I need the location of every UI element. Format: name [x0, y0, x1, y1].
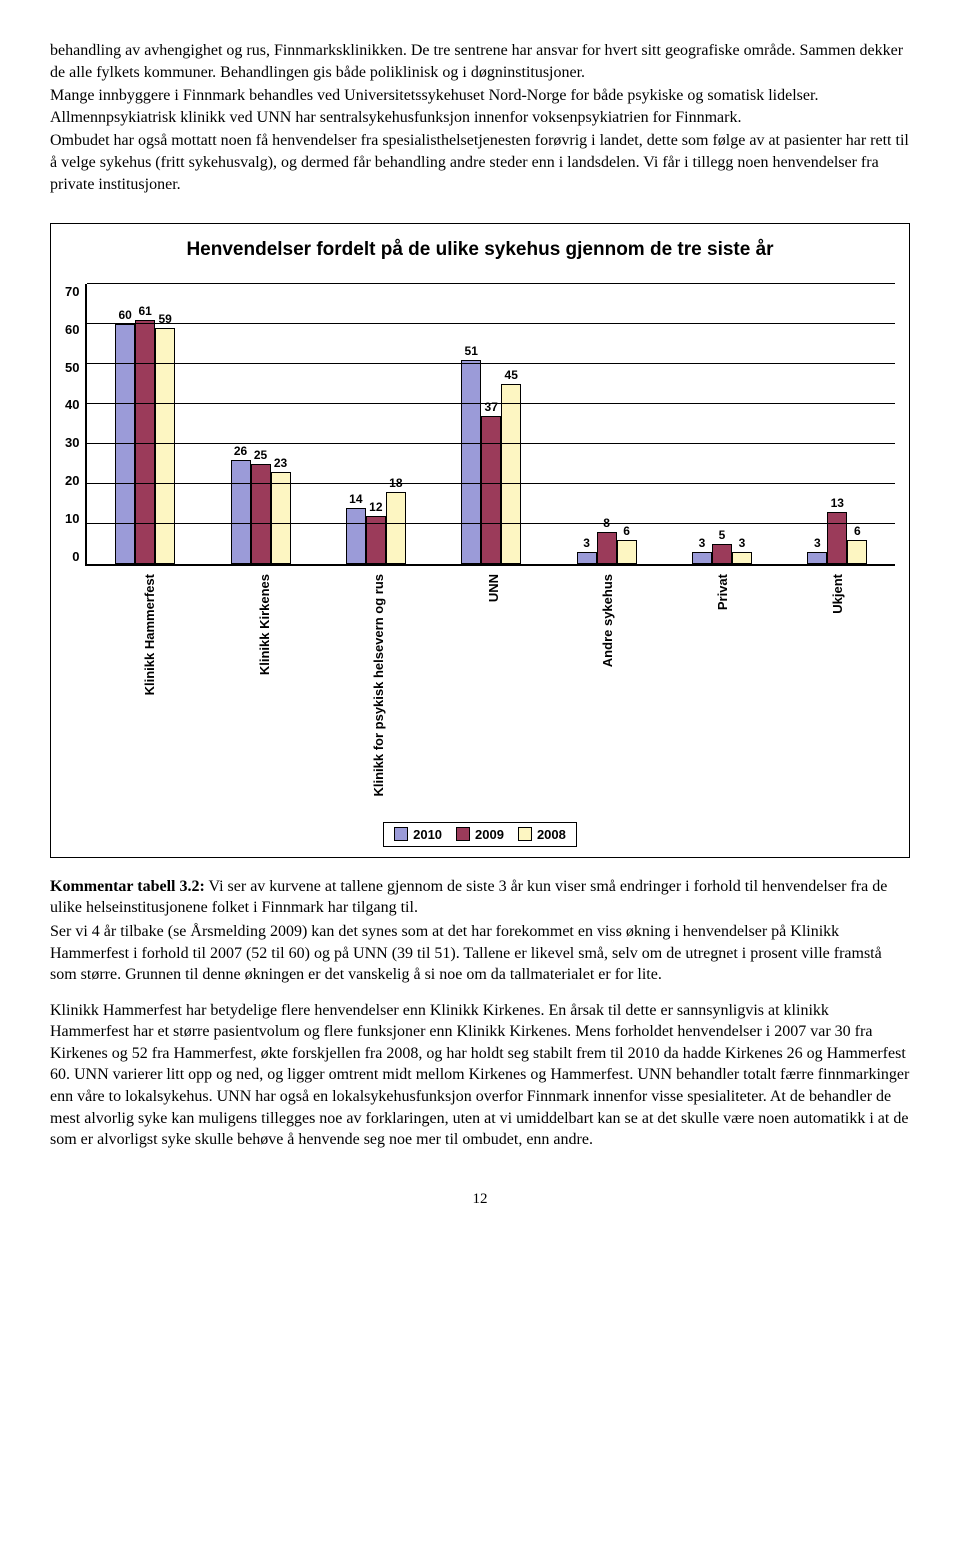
bar-value-label: 60 [118, 308, 131, 322]
gridline [87, 403, 895, 404]
gridline [87, 323, 895, 324]
paragraph-6: Klinikk Hammerfest har betydelige flere … [50, 1000, 910, 1151]
bar: 61 [135, 320, 155, 564]
bar: 25 [251, 464, 271, 564]
y-tick-label: 20 [65, 473, 79, 488]
bar-value-label: 13 [831, 496, 844, 510]
chart-plot-area: 6061592625231412185137453863533136 [85, 284, 895, 566]
gridline [87, 483, 895, 484]
paragraph-5: Ser vi 4 år tilbake (se Årsmelding 2009)… [50, 921, 910, 986]
gridline [87, 443, 895, 444]
bar: 37 [481, 416, 501, 564]
legend-item: 2008 [518, 827, 566, 842]
legend-item: 2009 [456, 827, 504, 842]
chart-legend-row: 2010 2009 2008 [65, 822, 895, 847]
chart-legend: 2010 2009 2008 [383, 822, 577, 847]
chart-body: 706050403020100 606159262523141218513745… [65, 284, 895, 566]
bar-group: 3136 [780, 284, 895, 564]
bar-group: 353 [664, 284, 779, 564]
bar-value-label: 45 [505, 368, 518, 382]
bar: 45 [501, 384, 521, 564]
bar-group: 141218 [318, 284, 433, 564]
bar-value-label: 61 [138, 304, 151, 318]
bar: 3 [577, 552, 597, 564]
bar: 26 [231, 460, 251, 564]
bar-value-label: 14 [349, 492, 362, 506]
bar-value-label: 3 [814, 536, 821, 550]
gridline [87, 363, 895, 364]
comment-label: Kommentar tabell 3.2: [50, 878, 205, 895]
y-tick-label: 50 [65, 360, 79, 375]
bar: 3 [692, 552, 712, 564]
bar: 18 [386, 492, 406, 564]
y-tick-label: 60 [65, 322, 79, 337]
bar-value-label: 3 [583, 536, 590, 550]
x-tick-label: Klinikk for psykisk helsevern og rus [322, 566, 437, 802]
bar-value-label: 6 [623, 524, 630, 538]
bar-group: 606159 [87, 284, 202, 564]
bar: 3 [732, 552, 752, 564]
chart-container: Henvendelser fordelt på de ulike sykehus… [50, 223, 910, 858]
bar: 6 [847, 540, 867, 564]
x-tick-label: UNN [437, 566, 552, 802]
y-tick-label: 10 [65, 511, 79, 526]
bar-value-label: 51 [465, 344, 478, 358]
bar-value-label: 5 [719, 528, 726, 542]
bar-value-label: 12 [369, 500, 382, 514]
bar-group: 386 [549, 284, 664, 564]
paragraph-3: Ombudet har også mottatt noen få henvend… [50, 130, 910, 195]
x-tick-label: Ukjent [780, 566, 895, 802]
bar: 3 [807, 552, 827, 564]
bar: 8 [597, 532, 617, 564]
gridline [87, 523, 895, 524]
paragraph-2: Mange innbyggere i Finnmark behandles ve… [50, 85, 910, 128]
bar-value-label: 3 [739, 536, 746, 550]
paragraph-1: behandling av avhengighet og rus, Finnma… [50, 40, 910, 83]
bar-value-label: 25 [254, 448, 267, 462]
paragraph-4: Kommentar tabell 3.2: Vi ser av kurvene … [50, 876, 910, 919]
chart-title: Henvendelser fordelt på de ulike sykehus… [65, 238, 895, 262]
bar: 13 [827, 512, 847, 564]
bar: 14 [346, 508, 366, 564]
bar-value-label: 3 [699, 536, 706, 550]
bar-value-label: 23 [274, 456, 287, 470]
legend-swatch [456, 827, 470, 841]
bar: 23 [271, 472, 291, 564]
legend-label: 2008 [537, 827, 566, 842]
legend-label: 2009 [475, 827, 504, 842]
bar: 5 [712, 544, 732, 564]
legend-item: 2010 [394, 827, 442, 842]
x-tick-label: Klinikk Hammerfest [93, 566, 208, 802]
chart-y-axis: 70 60 50 40 30 20 10 0 [65, 284, 85, 564]
y-tick-label: 70 [65, 284, 79, 299]
bar-value-label: 26 [234, 444, 247, 458]
y-tick-label: 30 [65, 435, 79, 450]
legend-swatch [394, 827, 408, 841]
y-tick-label: 0 [72, 549, 79, 564]
x-tick-label: Klinikk Kirkenes [208, 566, 323, 802]
bar-group: 513745 [434, 284, 549, 564]
legend-swatch [518, 827, 532, 841]
x-tick-label: Privat [666, 566, 781, 802]
bar: 60 [115, 324, 135, 564]
x-tick-label: Andre sykehus [551, 566, 666, 802]
y-tick-label: 40 [65, 397, 79, 412]
page-number: 12 [50, 1191, 910, 1208]
legend-label: 2010 [413, 827, 442, 842]
chart-bar-groups: 6061592625231412185137453863533136 [87, 284, 895, 564]
chart-x-axis: Klinikk HammerfestKlinikk KirkenesKlinik… [93, 566, 895, 802]
bar-value-label: 6 [854, 524, 861, 538]
bar-group: 262523 [203, 284, 318, 564]
bar: 51 [461, 360, 481, 564]
bar: 6 [617, 540, 637, 564]
